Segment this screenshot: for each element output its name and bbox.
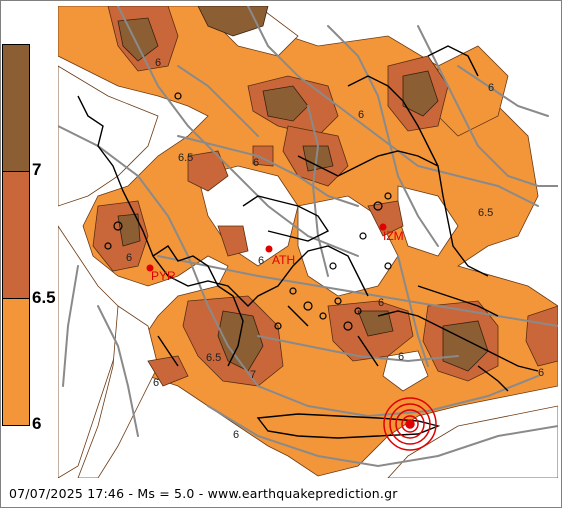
contour-label: 6	[488, 82, 494, 94]
contour-label: 6.5	[178, 152, 193, 164]
legend-band-7-plus	[3, 45, 29, 172]
hazard-zone-7	[117, 6, 489, 372]
contour-label: 6	[538, 367, 544, 379]
legend-label-7: 7	[32, 160, 42, 179]
contour-label: 6	[258, 255, 264, 267]
contour-label: 6	[233, 429, 239, 441]
epicenter-marker[interactable]	[383, 397, 437, 451]
coastlines	[77, 45, 539, 439]
city-label: PYR	[151, 269, 176, 283]
epicenter-ring	[401, 415, 419, 433]
contour-label: 7	[250, 369, 256, 381]
city-izmir[interactable]: IZM	[379, 223, 404, 244]
contour-label: 6	[378, 297, 384, 309]
epicenter-dot	[405, 419, 415, 429]
white-gaps	[58, 6, 558, 478]
contour-label: 6	[358, 109, 364, 121]
city-marker	[379, 223, 387, 231]
epicenter-ring	[383, 397, 437, 451]
contour-label: 6.5	[478, 207, 493, 219]
epicenter-ring	[395, 409, 425, 439]
legend-band-6-5	[3, 172, 29, 299]
city-marker	[265, 245, 273, 253]
city-pyrgos[interactable]: PYR	[146, 264, 177, 284]
islands	[104, 92, 392, 331]
legend-label-6: 6	[32, 414, 42, 433]
contour-labels: 6 6 6.5 6 6.5 6 6 6 6.5 6 6 6 7 6 6	[126, 57, 544, 441]
legend-label-6-5: 6.5	[32, 288, 56, 307]
hazard-map: 6 6 6.5 6 6.5 6 6 6 6.5 6 6 6 7 6 6 ATH …	[58, 6, 558, 478]
magnitude-legend	[2, 44, 30, 426]
footer-sep: -	[128, 486, 138, 501]
city-label: IZM	[383, 229, 404, 243]
footer-magnitude: Ms = 5.0	[137, 486, 195, 501]
contour-label: 6.5	[206, 352, 221, 364]
footer-site[interactable]: www.earthquakeprediction.gr	[207, 486, 398, 501]
footer-caption: 07/07/2025 17:46 - Ms = 5.0 - www.earthq…	[9, 486, 398, 501]
contour-label: 6	[153, 377, 159, 389]
footer-date: 07/07/2025 17:46	[9, 486, 125, 501]
city-athens[interactable]: ATH	[265, 245, 296, 268]
legend-band-6	[3, 299, 29, 425]
footer-sep: -	[198, 486, 208, 501]
contour-label: 6	[398, 351, 404, 363]
contour-label: 6	[126, 252, 132, 264]
epicenter-ring	[389, 403, 431, 445]
contour-label: 6	[253, 157, 259, 169]
fault-lines	[58, 6, 558, 468]
city-label: ATH	[272, 253, 295, 267]
contour-label: 6	[155, 57, 161, 69]
city-marker	[146, 264, 154, 272]
